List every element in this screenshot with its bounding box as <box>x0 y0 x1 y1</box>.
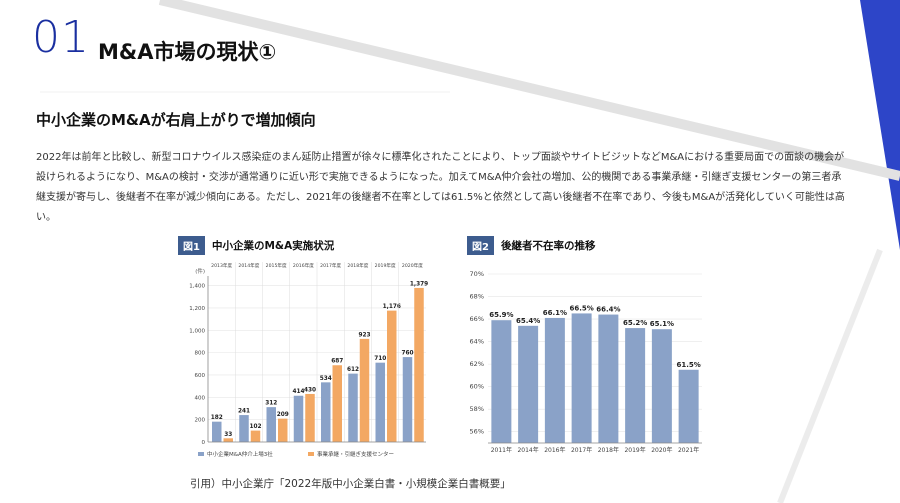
chart1-data-label: 241 <box>238 409 250 415</box>
chart2-data-label: 65.2% <box>623 319 647 327</box>
chart2-bar <box>598 314 619 443</box>
chart2-category-label: 2019年 <box>624 446 645 454</box>
chart1-legend-label: 中小企業M&A仲介上場3社 <box>207 450 273 458</box>
chart1-bar <box>305 393 315 442</box>
chart2-category-label: 2011年 <box>491 446 512 454</box>
chart1-y-tick-label: 1,400 <box>189 284 205 290</box>
chart1-category-label: 2019年度 <box>375 262 396 269</box>
figure2-tag: 図2 <box>467 236 494 255</box>
chart1-data-label: 312 <box>265 401 277 407</box>
chart2-y-tick-label: 60% <box>470 383 484 391</box>
chart1-data-label: 687 <box>331 359 343 365</box>
chart2-y-tick-label: 66% <box>470 315 484 323</box>
chart1-bar <box>212 421 222 442</box>
page-title: M&A市場の現状① <box>98 40 277 64</box>
chart1-data-label: 1,176 <box>383 304 401 310</box>
chart2-data-label: 66.1% <box>543 309 567 317</box>
chart1-bar <box>321 382 331 442</box>
chart1-bar <box>250 430 261 442</box>
chart2-data-label: 65.4% <box>516 317 540 325</box>
figure1-title: 中小企業のM&A実施状況 <box>211 240 335 252</box>
chart1-y-tick-label: 1,000 <box>189 328 205 334</box>
chart1-bar <box>278 418 288 442</box>
chart2-category-label: 2020年 <box>651 446 672 454</box>
chart1-category-label: 2018年度 <box>347 262 368 269</box>
chart1-data-label: 430 <box>304 387 316 393</box>
chart2-y-tick-label: 68% <box>470 293 484 301</box>
chart1-bar <box>348 373 358 442</box>
chart1-bar <box>375 362 385 442</box>
citation: 引用）中小企業庁「2022年版中小企業白書・小規模企業白書概要」 <box>190 478 511 490</box>
ma-implementation-chart: (件) 0 200 400 600 800 1,000 1,200 1,400 2013年度 182… <box>178 258 432 466</box>
chart1-legend-label: 事業承継・引継ぎ支援センター <box>317 450 394 458</box>
chart1-bar <box>239 415 249 442</box>
chart1-bar <box>387 310 397 442</box>
chart1-y-tick-label: 600 <box>195 373 206 379</box>
chart2-bar <box>491 320 512 443</box>
chart2-category-label: 2017年 <box>571 446 592 454</box>
chart1-y-tick-label: 200 <box>195 418 206 424</box>
chart1-bar <box>223 438 233 442</box>
chart2-data-label: 66.4% <box>596 306 620 314</box>
section-subtitle: 中小企業のM&Aが右肩上がりで増加傾向 <box>36 111 316 129</box>
chart2-y-tick-label: 64% <box>470 338 484 346</box>
chart1-bar <box>359 338 370 442</box>
chart1-data-label: 33 <box>224 432 232 438</box>
chart2-data-label: 65.1% <box>650 320 674 328</box>
chart2-category-label: 2016年 <box>544 446 565 454</box>
chart1-bar <box>266 407 276 442</box>
successor-absence-chart: 56% 58% 60% 62% 64% 66% 68% 70% 65.9% 2011年 65.4% 2… <box>470 270 702 454</box>
chart1-data-label: 612 <box>347 367 359 373</box>
figure2-title: 後継者不在率の推移 <box>500 240 596 252</box>
chart1-category-label: 2013年度 <box>211 262 232 269</box>
chart2-bar <box>651 329 672 443</box>
figure1-heading: 図1 中小企業のM&A実施状況 <box>178 236 334 255</box>
chart2-data-label: 66.5% <box>569 304 593 312</box>
chart1-y-tick-label: 1,200 <box>189 306 205 312</box>
chart1-bar <box>402 357 413 442</box>
body-paragraph: 2022年は前年と比較し、新型コロナウイルス感染症のまん延防止措置が徐々に標準化… <box>36 152 845 223</box>
chart1-data-label: 182 <box>211 415 223 421</box>
chart1-data-label: 209 <box>277 412 289 418</box>
figure2-heading: 図2 後継者不在率の推移 <box>467 236 595 255</box>
chart1-y-tick-label: 0 <box>202 440 206 446</box>
chart2-category-label: 2021年 <box>678 446 699 454</box>
chart1-y-unit: (件) <box>195 267 205 275</box>
section-number: 01 <box>32 12 90 63</box>
chart1-y-tick-label: 400 <box>195 395 206 401</box>
chart1-bar <box>414 287 424 442</box>
chart2-y-tick-label: 58% <box>470 405 484 413</box>
chart2-category-label: 2018年 <box>598 446 619 454</box>
chart2-data-label: 65.9% <box>489 311 513 319</box>
chart1-bar <box>332 365 342 442</box>
chart2-bar <box>625 328 646 443</box>
chart1-category-label: 2020年度 <box>402 262 423 269</box>
chart2-bar <box>678 369 699 443</box>
figure1-tag: 図1 <box>178 236 205 255</box>
chart2-bar <box>518 325 539 443</box>
chart1-data-label: 760 <box>401 351 413 357</box>
chart1-category-label: 2016年度 <box>293 262 314 269</box>
chart1-data-label: 534 <box>320 376 332 382</box>
chart1-data-label: 1,379 <box>410 281 428 287</box>
chart1-category-label: 2014年度 <box>238 262 259 269</box>
chart1-data-label: 710 <box>374 356 386 362</box>
chart1-data-label: 102 <box>249 424 261 430</box>
chart1-y-tick-label: 800 <box>195 351 206 357</box>
chart1-legend-swatch <box>308 452 314 456</box>
chart2-data-label: 61.5% <box>676 361 700 369</box>
chart2-y-tick-label: 70% <box>470 270 484 278</box>
chart2-bar <box>544 317 565 443</box>
chart1-legend-swatch <box>198 452 204 456</box>
chart2-bar <box>571 313 592 443</box>
chart2-category-label: 2014年 <box>517 446 538 454</box>
chart1-category-label: 2015年度 <box>266 262 287 269</box>
chart1-data-label: 923 <box>358 332 370 338</box>
chart2-y-tick-label: 56% <box>470 428 484 436</box>
chart2-y-tick-label: 62% <box>470 360 484 368</box>
chart1-data-label: 414 <box>292 389 304 395</box>
chart1-bar <box>293 395 304 442</box>
chart1-category-label: 2017年度 <box>320 262 341 269</box>
